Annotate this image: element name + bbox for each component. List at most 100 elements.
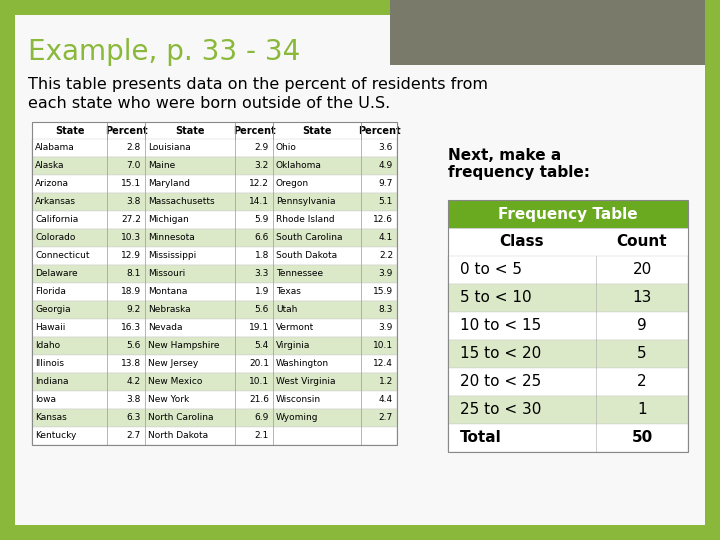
Text: 50: 50: [631, 430, 652, 445]
Text: 10 to < 15: 10 to < 15: [460, 319, 541, 334]
Bar: [448, 200, 688, 452]
Bar: [32, 373, 397, 391]
Text: 1.2: 1.2: [379, 377, 393, 387]
Text: 21.6: 21.6: [249, 395, 269, 404]
Text: 2.9: 2.9: [255, 144, 269, 152]
Text: 5 to < 10: 5 to < 10: [460, 291, 531, 306]
Text: 13.8: 13.8: [121, 360, 141, 368]
Bar: [32, 265, 397, 283]
Text: 0 to < 5: 0 to < 5: [460, 262, 522, 278]
Text: Delaware: Delaware: [35, 269, 78, 279]
Text: 4.4: 4.4: [379, 395, 393, 404]
Text: New Hampshire: New Hampshire: [148, 341, 220, 350]
Bar: [32, 157, 397, 175]
Text: Nebraska: Nebraska: [148, 306, 191, 314]
Text: 20 to < 25: 20 to < 25: [460, 375, 541, 389]
Text: 20.1: 20.1: [249, 360, 269, 368]
Text: 27.2: 27.2: [121, 215, 141, 225]
Text: Wisconsin: Wisconsin: [276, 395, 321, 404]
Text: West Virginia: West Virginia: [276, 377, 336, 387]
Text: 12.4: 12.4: [373, 360, 393, 368]
Text: Arkansas: Arkansas: [35, 198, 76, 206]
Text: 14.1: 14.1: [249, 198, 269, 206]
Text: Louisiana: Louisiana: [148, 144, 191, 152]
Text: California: California: [35, 215, 78, 225]
Bar: [448, 396, 688, 424]
Text: 12.6: 12.6: [373, 215, 393, 225]
Text: North Carolina: North Carolina: [148, 414, 214, 422]
Text: Oklahoma: Oklahoma: [276, 161, 322, 171]
Text: 3.8: 3.8: [127, 198, 141, 206]
Text: Illinois: Illinois: [35, 360, 64, 368]
Text: 10.1: 10.1: [249, 377, 269, 387]
Text: Frequency Table: Frequency Table: [498, 206, 638, 221]
Text: Maryland: Maryland: [148, 179, 190, 188]
Text: 4.9: 4.9: [379, 161, 393, 171]
Bar: [448, 312, 688, 340]
Text: 2.8: 2.8: [127, 144, 141, 152]
Text: Kansas: Kansas: [35, 414, 67, 422]
Text: 9.2: 9.2: [127, 306, 141, 314]
Text: 8.3: 8.3: [379, 306, 393, 314]
Bar: [32, 355, 397, 373]
Text: South Carolina: South Carolina: [276, 233, 343, 242]
Text: 3.9: 3.9: [379, 269, 393, 279]
Text: 15 to < 20: 15 to < 20: [460, 347, 541, 361]
Text: 15.9: 15.9: [373, 287, 393, 296]
Bar: [32, 427, 397, 445]
Text: 2.2: 2.2: [379, 252, 393, 260]
Bar: [32, 229, 397, 247]
Text: 5: 5: [637, 347, 647, 361]
Text: Total: Total: [460, 430, 502, 445]
Text: Nevada: Nevada: [148, 323, 182, 333]
Text: New York: New York: [148, 395, 189, 404]
Text: Oregon: Oregon: [276, 179, 309, 188]
Bar: [448, 228, 688, 256]
Text: Wyoming: Wyoming: [276, 414, 318, 422]
Text: 13: 13: [632, 291, 652, 306]
Text: 2.7: 2.7: [379, 414, 393, 422]
Text: 1: 1: [637, 402, 647, 417]
Bar: [32, 319, 397, 337]
Text: 5.6: 5.6: [127, 341, 141, 350]
Bar: [448, 368, 688, 396]
Text: New Mexico: New Mexico: [148, 377, 202, 387]
Text: Count: Count: [617, 234, 667, 249]
Bar: [32, 211, 397, 229]
Text: Pennsylvania: Pennsylvania: [276, 198, 336, 206]
Text: 5.1: 5.1: [379, 198, 393, 206]
Text: Mississippi: Mississippi: [148, 252, 197, 260]
Text: Kentucky: Kentucky: [35, 431, 76, 441]
Text: Percent: Percent: [233, 125, 275, 136]
Text: 2.1: 2.1: [255, 431, 269, 441]
Text: 18.9: 18.9: [121, 287, 141, 296]
Text: Vermont: Vermont: [276, 323, 314, 333]
Text: 1.9: 1.9: [255, 287, 269, 296]
Text: Utah: Utah: [276, 306, 297, 314]
Text: Percent: Percent: [358, 125, 400, 136]
Text: 12.9: 12.9: [121, 252, 141, 260]
Text: Colorado: Colorado: [35, 233, 76, 242]
Text: 6.9: 6.9: [255, 414, 269, 422]
Bar: [32, 301, 397, 319]
Text: Connecticut: Connecticut: [35, 252, 89, 260]
Text: New Jersey: New Jersey: [148, 360, 198, 368]
Text: Rhode Island: Rhode Island: [276, 215, 335, 225]
Text: Percent: Percent: [104, 125, 148, 136]
Text: Arizona: Arizona: [35, 179, 69, 188]
Text: 4.1: 4.1: [379, 233, 393, 242]
Text: Tennessee: Tennessee: [276, 269, 323, 279]
Text: Iowa: Iowa: [35, 395, 56, 404]
Bar: [32, 409, 397, 427]
Text: South Dakota: South Dakota: [276, 252, 337, 260]
Text: 15.1: 15.1: [121, 179, 141, 188]
Text: 10.1: 10.1: [373, 341, 393, 350]
Text: Ohio: Ohio: [276, 144, 297, 152]
Bar: [448, 200, 688, 228]
Text: 5.6: 5.6: [255, 306, 269, 314]
Text: State: State: [55, 125, 84, 136]
Text: Missouri: Missouri: [148, 269, 185, 279]
Text: 6.3: 6.3: [127, 414, 141, 422]
Text: Georgia: Georgia: [35, 306, 71, 314]
Text: Virginia: Virginia: [276, 341, 310, 350]
